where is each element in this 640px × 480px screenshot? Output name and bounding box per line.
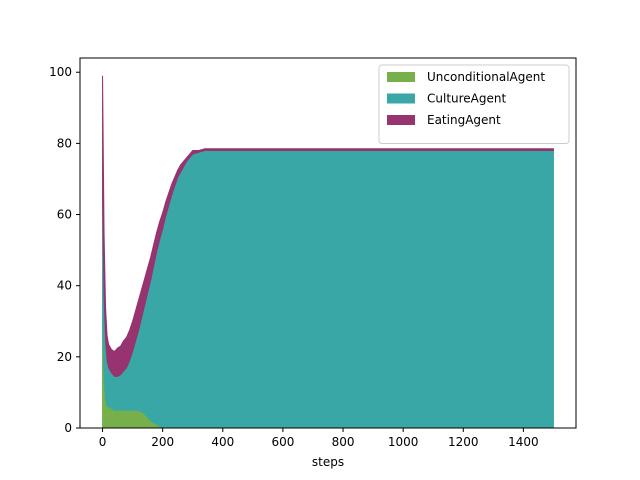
x-tick-label: 1200 bbox=[448, 435, 479, 449]
y-tick-label: 0 bbox=[64, 421, 72, 435]
legend-swatch bbox=[387, 115, 415, 125]
x-tick-label: 1400 bbox=[508, 435, 539, 449]
x-axis: 0 200 400 600 800 1000 1200 1400 bbox=[99, 428, 539, 449]
legend-swatch bbox=[387, 72, 415, 82]
y-tick-label: 60 bbox=[57, 208, 72, 222]
y-tick-label: 40 bbox=[57, 279, 72, 293]
y-tick-label: 20 bbox=[57, 350, 72, 364]
y-axis: 0 20 40 60 80 100 bbox=[49, 65, 80, 435]
legend-swatch bbox=[387, 93, 415, 104]
x-tick-label: 400 bbox=[211, 435, 234, 449]
legend-label: EatingAgent bbox=[427, 113, 501, 127]
legend-label: UnconditionalAgent bbox=[427, 70, 545, 84]
legend-box bbox=[378, 64, 570, 144]
plot-frame bbox=[79, 57, 577, 429]
legend: UnconditionalAgent CultureAgent EatingAgen… bbox=[378, 64, 570, 144]
legend-label: CultureAgent bbox=[427, 92, 506, 106]
x-tick-label: 0 bbox=[99, 435, 107, 449]
x-axis-label: steps bbox=[312, 455, 344, 469]
x-tick-label: 1000 bbox=[388, 435, 419, 449]
y-tick-label: 100 bbox=[49, 65, 72, 79]
x-tick-label: 800 bbox=[332, 435, 355, 449]
x-tick-label: 600 bbox=[271, 435, 294, 449]
x-tick-label: 200 bbox=[151, 435, 174, 449]
y-tick-label: 80 bbox=[57, 136, 72, 150]
area-eatingagent bbox=[102, 75, 554, 377]
